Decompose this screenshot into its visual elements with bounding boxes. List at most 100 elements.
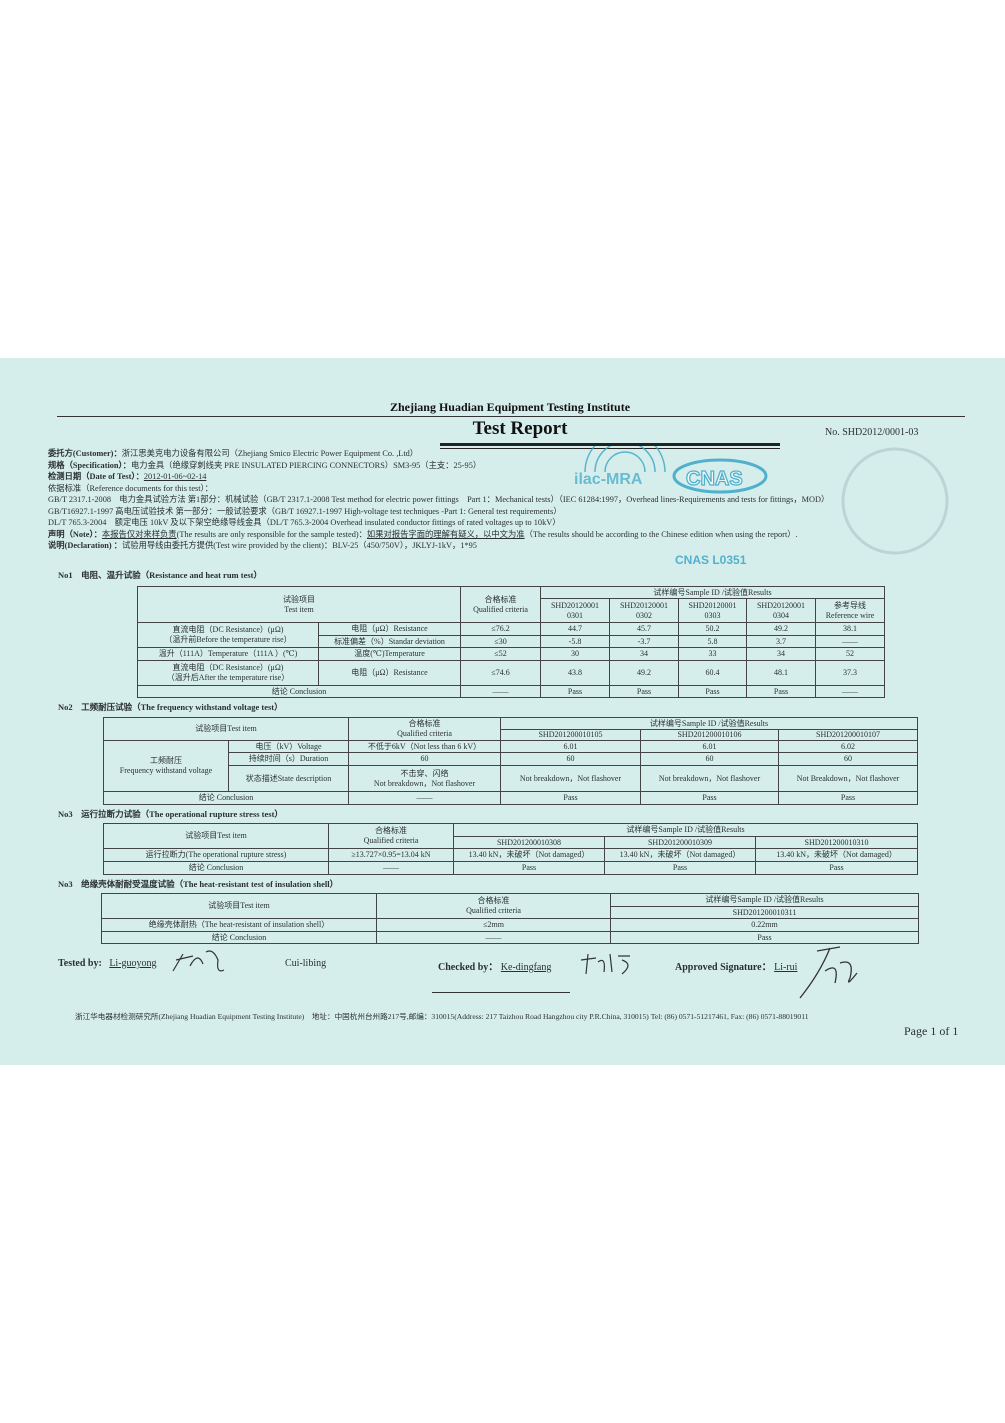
result-value: 38.1 [814, 622, 886, 636]
criteria: ≤76.2 [460, 622, 541, 636]
declaration-line: 说明(Declaration) ：试验用导线由委托方提供(Test wire p… [48, 541, 477, 550]
specification-line: 规格（Specification）：电力金具（绝缘穿刺线夹 PRE INSULA… [48, 460, 482, 470]
criteria: 不击穿、闪络 Not breakdown，Not flashover [348, 765, 501, 792]
result-value: 45.7 [609, 622, 679, 636]
conclusion-label: 结论 Conclusion [137, 685, 461, 698]
result-value: 50.2 [678, 622, 747, 636]
page-number: Page 1 of 1 [904, 1024, 959, 1038]
section-2-heading: No2 工频耐压试验（The frequency withstand volta… [58, 702, 283, 712]
result-value: 33 [678, 647, 747, 661]
header-test-item: 试验项目Test item [101, 893, 377, 919]
sub-item: 温度(℃)Temperature [318, 647, 461, 661]
result-value: 60.4 [678, 660, 747, 686]
footer-address: 浙江华电器材检测研究所(Zhejiang Huadian Equipment T… [75, 1012, 809, 1021]
ilac-mra-lettering: ilac-MRA [574, 471, 643, 488]
result-value: Pass [777, 791, 919, 805]
header-rule [57, 416, 965, 417]
sample-id: 参考导线 Reference wire [814, 598, 886, 623]
conclusion-label: 结论 Conclusion [103, 791, 349, 805]
result-value: 30 [540, 647, 610, 661]
ilac-mra-stamp-icon [584, 446, 666, 473]
criteria: —— [376, 931, 611, 944]
result-value: Pass [604, 861, 756, 875]
result-value: 52 [814, 647, 886, 661]
cnas-stamp-icon: CNAS CNAS L0351 [672, 458, 768, 567]
conclusion-label: 结论 Conclusion [103, 861, 329, 875]
sample-id: SHD201200010106 [640, 729, 779, 741]
criteria: 不低于6kV（Not less than 6 kV） [348, 740, 501, 753]
institute-seal-icon [841, 447, 949, 555]
result-value: 34 [746, 647, 816, 661]
table-row: 绝缘壳体耐热（The heat-resistant of insulation … [101, 918, 919, 932]
header-criteria: 合格标准 Qualified criteria [460, 586, 541, 623]
conclusion-label: 结论 Conclusion [101, 931, 377, 944]
header-results: 试样编号Sample ID /试验值Results [499, 717, 919, 730]
sample-id: SHD201200010311 [610, 906, 919, 919]
sample-id: SHD20120001 0304 [746, 598, 816, 623]
sample-id: SHD201200010105 [500, 729, 641, 741]
table-row: 工频耐压 Frequency withstand voltage 电压（kV）Vol… [103, 740, 919, 792]
result-value: 13.40 kN，未破坏（Not damaged） [604, 848, 756, 862]
institute-name: Zhejiang Huadian Equipment Testing Insti… [389, 400, 631, 414]
reference-3: DL/T 765.3-2004 额定电压 10kV 及以下架空绝缘导线金具（DL… [48, 518, 561, 527]
result-value: Pass [500, 791, 641, 805]
sub-item: 电压（kV）Voltage [228, 740, 349, 753]
signature-li-guoyong-icon [172, 950, 225, 972]
test-group: 工频耐压 Frequency withstand voltage [103, 740, 229, 792]
section-3-heading: No3 运行拉断力试验（The operational rupture stre… [58, 809, 283, 819]
accreditation-stamps: ilac-MRA CNAS CNAS L0351 [574, 446, 949, 567]
result-value: 48.1 [746, 660, 816, 686]
heat-resistant-table: 试验项目Test item 合格标准 Qualified criteria 试样编号S… [101, 893, 919, 944]
title-rule-thin [440, 448, 780, 449]
result-value: 6.01 [500, 740, 641, 753]
header-test-item: 试验项目Test item [103, 823, 329, 849]
result-value: Pass [678, 685, 747, 698]
conclusion-row: 结论 Conclusion —— Pass Pass Pass [103, 791, 919, 805]
sample-id: SHD20120001 0302 [609, 598, 679, 623]
result-value: Pass [540, 685, 610, 698]
reference-1: GB/T 2317.1-2008 电力金具试验方法 第1部分：机械试验（GB/T… [48, 495, 830, 504]
result-value: Pass [754, 861, 919, 875]
section-1-heading: No1 电阻、温升试验（Resistance and heat rum test… [58, 570, 262, 580]
result-value: Pass [640, 791, 779, 805]
cnas-number-lettering: CNAS L0351 [675, 553, 747, 567]
result-value: Pass [610, 931, 919, 944]
test-item: 直流电阻（DC Resistance）(μΩ) （温升前Before the te… [137, 622, 319, 648]
section-4-heading: No3 绝缘壳体耐耐受温度试验（The heat-resistant test … [58, 879, 339, 889]
criteria: ≤30 [460, 635, 541, 648]
tested-by-2: Cui-libing [285, 958, 327, 969]
test-item: 绝缘壳体耐热（The heat-resistant of insulation … [101, 918, 377, 932]
criteria: ≤52 [460, 647, 541, 661]
result-value: 13.40 kN，未破坏（Not damaged） [453, 848, 605, 862]
report-title: Test Report [472, 418, 568, 439]
sub-item: 电阻（μΩ）Resistance [318, 622, 461, 636]
approved-by: Approved Signature： Li-rui [675, 962, 798, 973]
reference-2: GB/T16927.1-1997 高电压试验技术 第一部分：一般试验要求（GB/… [48, 506, 562, 516]
header-results: 试样编号Sample ID /试验值Results [452, 823, 919, 837]
result-value: 44.7 [540, 622, 610, 636]
sample-id: SHD201200010308 [453, 836, 605, 849]
signature-li-rui-icon [799, 946, 858, 999]
result-value: —— [814, 635, 886, 648]
table-row: 直流电阻（DC Resistance）(μΩ) （温升后After the tem… [137, 660, 886, 686]
criteria: ≥13.727×0.95=13.04 kN [328, 848, 454, 862]
sample-id: SHD201200010310 [754, 836, 919, 849]
result-value: Pass [609, 685, 679, 698]
criteria: —— [328, 861, 454, 875]
signature-ke-dingfang-icon [580, 953, 630, 975]
note-line: 声明（Note）：本报告仅对来样负责(The results are only … [48, 529, 798, 539]
result-value: Pass [453, 861, 605, 875]
test-item: 温升（111A）Temperature（111A ）(℃) [137, 647, 319, 661]
result-value: 60 [500, 752, 641, 766]
date-line: 检测日期（Date of Test）：2012-01-06~02-14 [48, 472, 207, 481]
result-value: 49.2 [746, 622, 816, 636]
signature-line [432, 992, 570, 993]
header-results: 试样编号Sample ID /试验值Results [539, 586, 886, 599]
result-value: 6.02 [777, 740, 919, 753]
criteria: ≤74.6 [460, 660, 541, 686]
table-row: 运行拉断力(The operational rupture stress) ≥13… [103, 848, 919, 862]
header-test-item: 试验项目Test item [103, 717, 349, 741]
table-row: 直流电阻（DC Resistance）(μΩ) （温升前Before the te… [137, 622, 886, 648]
sample-id: SHD201200010107 [777, 729, 919, 741]
